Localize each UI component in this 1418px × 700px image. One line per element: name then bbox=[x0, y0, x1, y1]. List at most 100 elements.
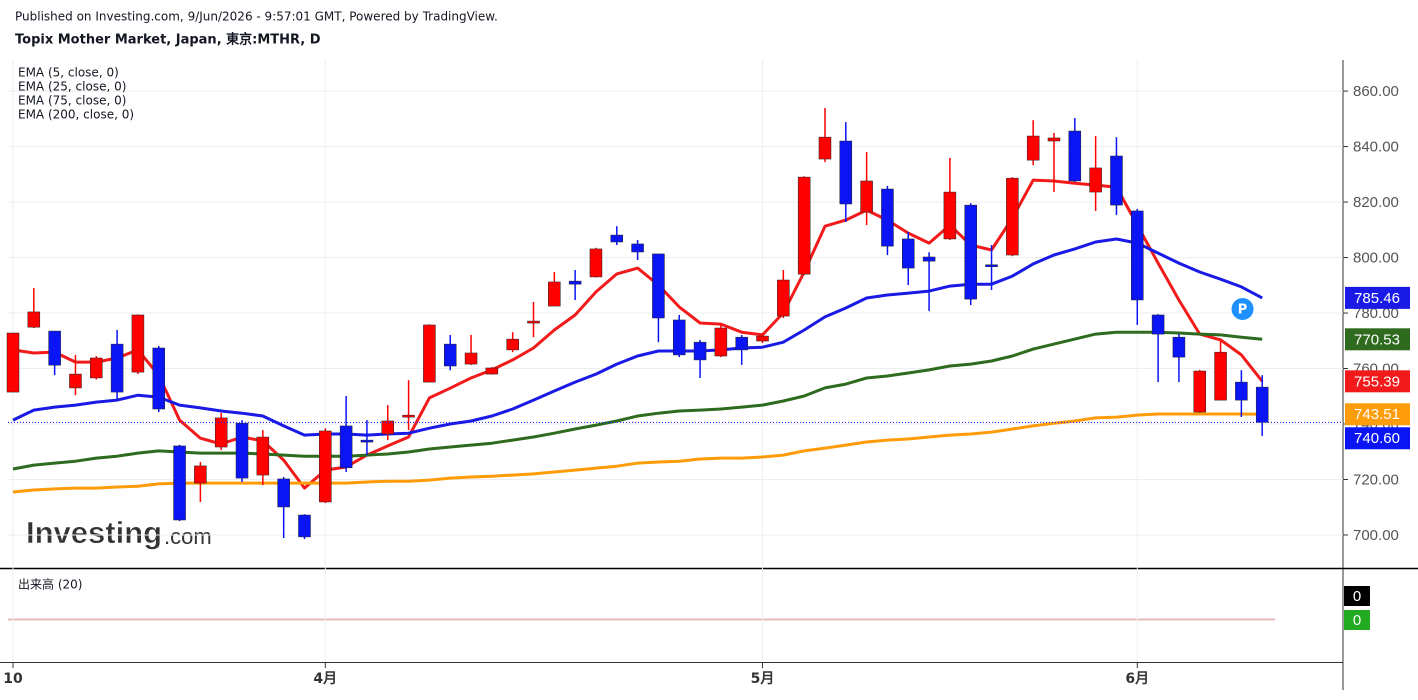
candle-body bbox=[194, 465, 207, 484]
legend-entry: EMA (200, close, 0) bbox=[18, 108, 134, 122]
y-tick-label: 800.00 bbox=[1353, 250, 1399, 267]
candle-body bbox=[1214, 351, 1227, 401]
y-tick-label: 820.00 bbox=[1353, 194, 1399, 211]
candle-body bbox=[90, 357, 103, 379]
candle-body bbox=[256, 436, 270, 476]
legend-entry: EMA (5, close, 0) bbox=[18, 66, 119, 80]
candle-body bbox=[298, 514, 311, 538]
candle-body bbox=[985, 264, 998, 268]
candle-body bbox=[1089, 167, 1102, 193]
ema-line bbox=[12, 412, 1263, 494]
candle-body bbox=[881, 188, 894, 247]
candle-body bbox=[381, 420, 395, 435]
price-label-box bbox=[1345, 286, 1410, 309]
candle-body bbox=[1235, 381, 1248, 401]
candle-body bbox=[777, 279, 790, 317]
candle-body bbox=[631, 243, 644, 253]
candle-body bbox=[839, 140, 853, 205]
chart-title: Topix Mother Market, Japan, 東京:MTHR, D bbox=[15, 32, 321, 48]
candle-body bbox=[589, 248, 603, 278]
candle-body bbox=[943, 191, 957, 240]
volume-label: 0 bbox=[1353, 588, 1361, 605]
candle-body bbox=[860, 180, 873, 213]
candle-body bbox=[131, 314, 145, 373]
volume-title: 出来高 (20) bbox=[18, 577, 82, 592]
legend-entry: EMA (75, close, 0) bbox=[18, 94, 126, 108]
candle-body bbox=[173, 445, 186, 521]
marker-badge bbox=[1231, 298, 1254, 320]
marker-label: P bbox=[1238, 303, 1248, 318]
candle-body bbox=[797, 176, 811, 275]
volume-label: 0 bbox=[1353, 612, 1361, 629]
price-label-box bbox=[1345, 427, 1410, 450]
logo-main: Investing bbox=[26, 515, 162, 550]
candle-body bbox=[902, 238, 915, 269]
candle-body bbox=[672, 319, 686, 356]
candle-body bbox=[1047, 137, 1061, 142]
price-label: 770.53 bbox=[1354, 331, 1400, 348]
y-tick-label: 720.00 bbox=[1353, 471, 1399, 488]
candle-body bbox=[402, 414, 415, 418]
y-tick-label: 840.00 bbox=[1353, 139, 1399, 156]
candle-body bbox=[6, 332, 20, 393]
candle-body bbox=[485, 367, 499, 375]
candle-body bbox=[1068, 130, 1082, 182]
price-label-box bbox=[1345, 370, 1410, 393]
candle-body bbox=[1006, 177, 1019, 256]
price-label: 740.60 bbox=[1354, 430, 1400, 447]
volume-label-box bbox=[1344, 610, 1370, 630]
y-tick-label: 700.00 bbox=[1353, 527, 1399, 544]
x-tick-label: 6月 bbox=[1125, 671, 1149, 687]
candle-body bbox=[339, 425, 353, 469]
y-tick-label: 780.00 bbox=[1353, 305, 1399, 322]
volume-label-box bbox=[1344, 586, 1370, 606]
candle-body bbox=[610, 234, 624, 243]
price-label: 755.39 bbox=[1354, 373, 1400, 390]
candle-body bbox=[464, 352, 478, 365]
candle-body bbox=[319, 430, 332, 503]
candle-body bbox=[964, 204, 977, 300]
candle-body bbox=[548, 281, 561, 307]
candle-body bbox=[818, 136, 832, 160]
candle-body bbox=[506, 338, 519, 351]
ema-line bbox=[12, 330, 1263, 471]
candle-body bbox=[423, 324, 436, 383]
price-label-box bbox=[1345, 403, 1410, 426]
candle-body bbox=[27, 311, 41, 328]
source-line: Published on Investing.com, 9/Jun/2026 -… bbox=[15, 10, 498, 24]
x-tick-label: 4月 bbox=[313, 671, 337, 687]
candle-body bbox=[735, 336, 748, 351]
x-tick-label: 10 bbox=[3, 671, 23, 687]
candle-body bbox=[1131, 210, 1144, 301]
candle-body bbox=[714, 327, 728, 357]
y-tick-label: 860.00 bbox=[1353, 83, 1399, 100]
candle-body bbox=[1110, 155, 1123, 206]
price-label-box bbox=[1345, 328, 1410, 351]
candle-body bbox=[360, 439, 374, 443]
candle-body bbox=[443, 343, 457, 367]
candle-body bbox=[277, 478, 290, 508]
legend-entry: EMA (25, close, 0) bbox=[18, 80, 126, 94]
ema-line bbox=[12, 237, 1263, 437]
candle-body bbox=[922, 256, 936, 262]
candle-body bbox=[652, 253, 665, 319]
candle-body bbox=[756, 335, 769, 342]
candle-body bbox=[527, 320, 540, 324]
candle-body bbox=[568, 280, 582, 285]
candle-body bbox=[110, 343, 124, 393]
x-tick-label: 5月 bbox=[751, 671, 775, 687]
candle-body bbox=[693, 341, 707, 361]
logo-suffix: .com bbox=[164, 524, 212, 549]
candle-body bbox=[1255, 386, 1269, 423]
candle-body bbox=[235, 422, 249, 479]
candle-body bbox=[1026, 135, 1040, 161]
candle-body bbox=[214, 417, 228, 448]
candle-body bbox=[69, 373, 82, 389]
candle-body bbox=[152, 347, 165, 410]
candle-body bbox=[1151, 314, 1165, 335]
price-label: 785.46 bbox=[1354, 290, 1400, 307]
candle-body bbox=[1193, 370, 1206, 413]
candle-body bbox=[1172, 336, 1186, 358]
